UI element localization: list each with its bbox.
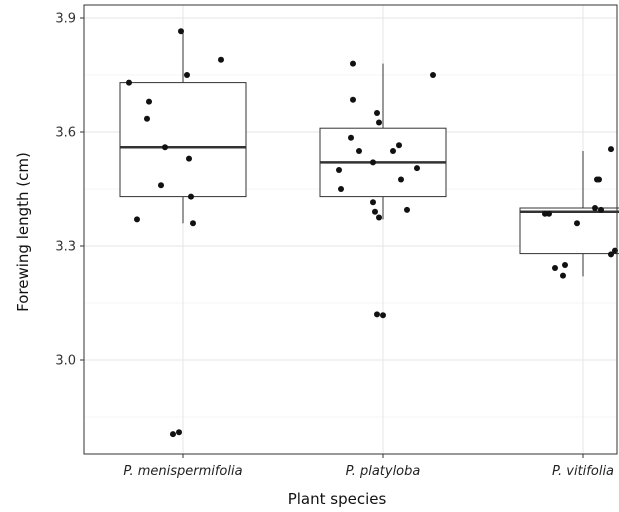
box-iqr bbox=[519, 207, 619, 255]
data-point bbox=[170, 431, 176, 438]
data-point bbox=[592, 205, 598, 211]
box-2 bbox=[319, 63, 447, 220]
data-point bbox=[376, 214, 382, 221]
data-point bbox=[146, 98, 152, 105]
data-point bbox=[374, 110, 380, 116]
box-iqr bbox=[119, 82, 247, 198]
data-point bbox=[374, 311, 380, 318]
data-point bbox=[158, 182, 164, 189]
y-tick-label: 3.3 bbox=[55, 240, 76, 255]
data-point bbox=[598, 206, 604, 213]
x-tick-label: P. platyloba bbox=[346, 464, 421, 479]
data-point bbox=[552, 265, 558, 271]
boxes-layer bbox=[119, 29, 619, 277]
data-point bbox=[608, 146, 614, 153]
data-point bbox=[338, 186, 344, 192]
data-point bbox=[186, 155, 192, 162]
box-3 bbox=[519, 151, 619, 277]
data-point bbox=[398, 176, 404, 183]
data-point bbox=[560, 272, 566, 279]
x-axis: P. menispermifolia P. platyloba P. vitifol… bbox=[123, 454, 614, 479]
data-point bbox=[608, 251, 614, 258]
data-point bbox=[176, 429, 182, 436]
data-point bbox=[562, 262, 568, 268]
data-point bbox=[218, 56, 224, 63]
data-point bbox=[190, 220, 196, 227]
x-axis-title: Plant species bbox=[288, 490, 387, 508]
data-point bbox=[350, 60, 356, 67]
data-point bbox=[574, 220, 580, 227]
data-point bbox=[396, 142, 402, 149]
data-point bbox=[348, 134, 354, 141]
data-point bbox=[356, 148, 362, 154]
points-layer bbox=[126, 28, 618, 438]
data-point bbox=[390, 148, 396, 154]
data-point bbox=[596, 176, 602, 183]
data-point bbox=[126, 79, 132, 86]
data-point bbox=[370, 199, 376, 206]
data-point bbox=[370, 159, 376, 166]
data-point bbox=[404, 206, 410, 213]
y-axis-title: Forewing length (cm) bbox=[14, 152, 32, 312]
y-tick-label: 3.0 bbox=[55, 354, 76, 369]
data-point bbox=[162, 144, 168, 151]
x-tick-label: P. menispermifolia bbox=[123, 464, 242, 479]
data-point bbox=[134, 216, 140, 223]
data-point bbox=[414, 165, 420, 172]
data-point bbox=[546, 210, 552, 217]
data-point bbox=[144, 115, 150, 122]
box-1 bbox=[119, 29, 247, 224]
data-point bbox=[336, 167, 342, 173]
data-point bbox=[184, 72, 190, 78]
x-tick-label: P. vitifolia bbox=[552, 464, 614, 479]
y-tick-label: 3.6 bbox=[55, 126, 76, 141]
panel-border bbox=[83, 4, 618, 455]
data-point bbox=[188, 193, 194, 200]
y-axis: 3.0 3.3 3.6 3.9 bbox=[55, 12, 84, 369]
data-point bbox=[372, 208, 378, 215]
data-point bbox=[430, 72, 436, 78]
data-point bbox=[380, 312, 386, 319]
data-point bbox=[376, 119, 382, 126]
data-point bbox=[178, 28, 184, 35]
data-point bbox=[350, 96, 356, 103]
y-tick-label: 3.9 bbox=[55, 12, 76, 27]
